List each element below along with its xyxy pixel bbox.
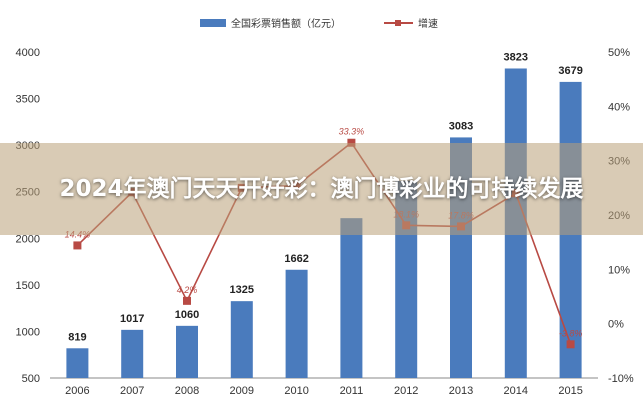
line-value-label: 4.2% [177,285,198,295]
bar [176,325,198,378]
bar-value-label: 3823 [504,51,528,63]
x-axis-ticks: 2006 2007 2008 2009 2010 2011 2012 2013 2014 2015 [65,385,583,397]
line-value-label: 33.3% [339,127,365,137]
bar-value-label: 3083 [449,120,473,132]
line-point [566,340,575,349]
bar-value-label: 1325 [230,284,254,296]
bar-value-label: 1017 [120,313,144,325]
legend-bar-label: 全国彩票销售额（亿元） [231,17,341,30]
legend-bar-swatch [200,19,226,27]
bar [121,329,144,378]
title-banner: 2024年澳门天天开好彩：澳门博彩业的可持续发展 [0,143,643,235]
x-tick-label: 2013 [449,385,473,397]
bar-value-labels: 819 1017 1060 1325 1662 3083 3823 3679 [68,51,583,343]
left-tick-label: 500 [22,373,40,385]
left-tick-label: 1500 [16,280,40,292]
bar [230,301,253,378]
right-tick-label: 40% [608,101,630,113]
bar [285,269,308,378]
left-tick-label: 3500 [16,94,40,106]
x-tick-label: 2015 [558,385,582,397]
x-tick-label: 2007 [120,385,144,397]
x-tick-label: 2008 [175,385,199,397]
bar [66,348,89,378]
x-tick-label: 2011 [340,385,364,397]
left-tick-label: 1000 [16,326,40,338]
chart-legend: 全国彩票销售额（亿元） 增速 [200,17,438,30]
line-value-label: -3.8% [559,328,583,338]
right-tick-label: 10% [608,264,630,276]
line-point [347,138,356,147]
bar [340,218,363,378]
bar-value-label: 1060 [175,309,199,321]
right-tick-label: 0% [608,319,624,331]
x-tick-label: 2014 [504,385,528,397]
bar-value-label: 3679 [558,65,582,77]
x-tick-label: 2006 [65,385,89,397]
bar-value-label: 819 [68,331,86,343]
banner-title: 2024年澳门天天开好彩：澳门博彩业的可持续发展 [59,175,584,202]
legend-line-marker [395,20,401,26]
bar-value-label: 1662 [284,253,308,265]
line-point [183,296,191,305]
legend-line-label: 增速 [418,17,438,30]
right-tick-label: -10% [608,373,634,385]
x-tick-label: 2012 [394,385,418,397]
right-tick-label: 50% [608,47,630,59]
x-tick-label: 2010 [284,385,308,397]
line-point [73,241,82,250]
left-tick-label: 4000 [16,47,40,59]
x-tick-label: 2009 [230,385,254,397]
left-tick-label: 2000 [16,233,40,245]
